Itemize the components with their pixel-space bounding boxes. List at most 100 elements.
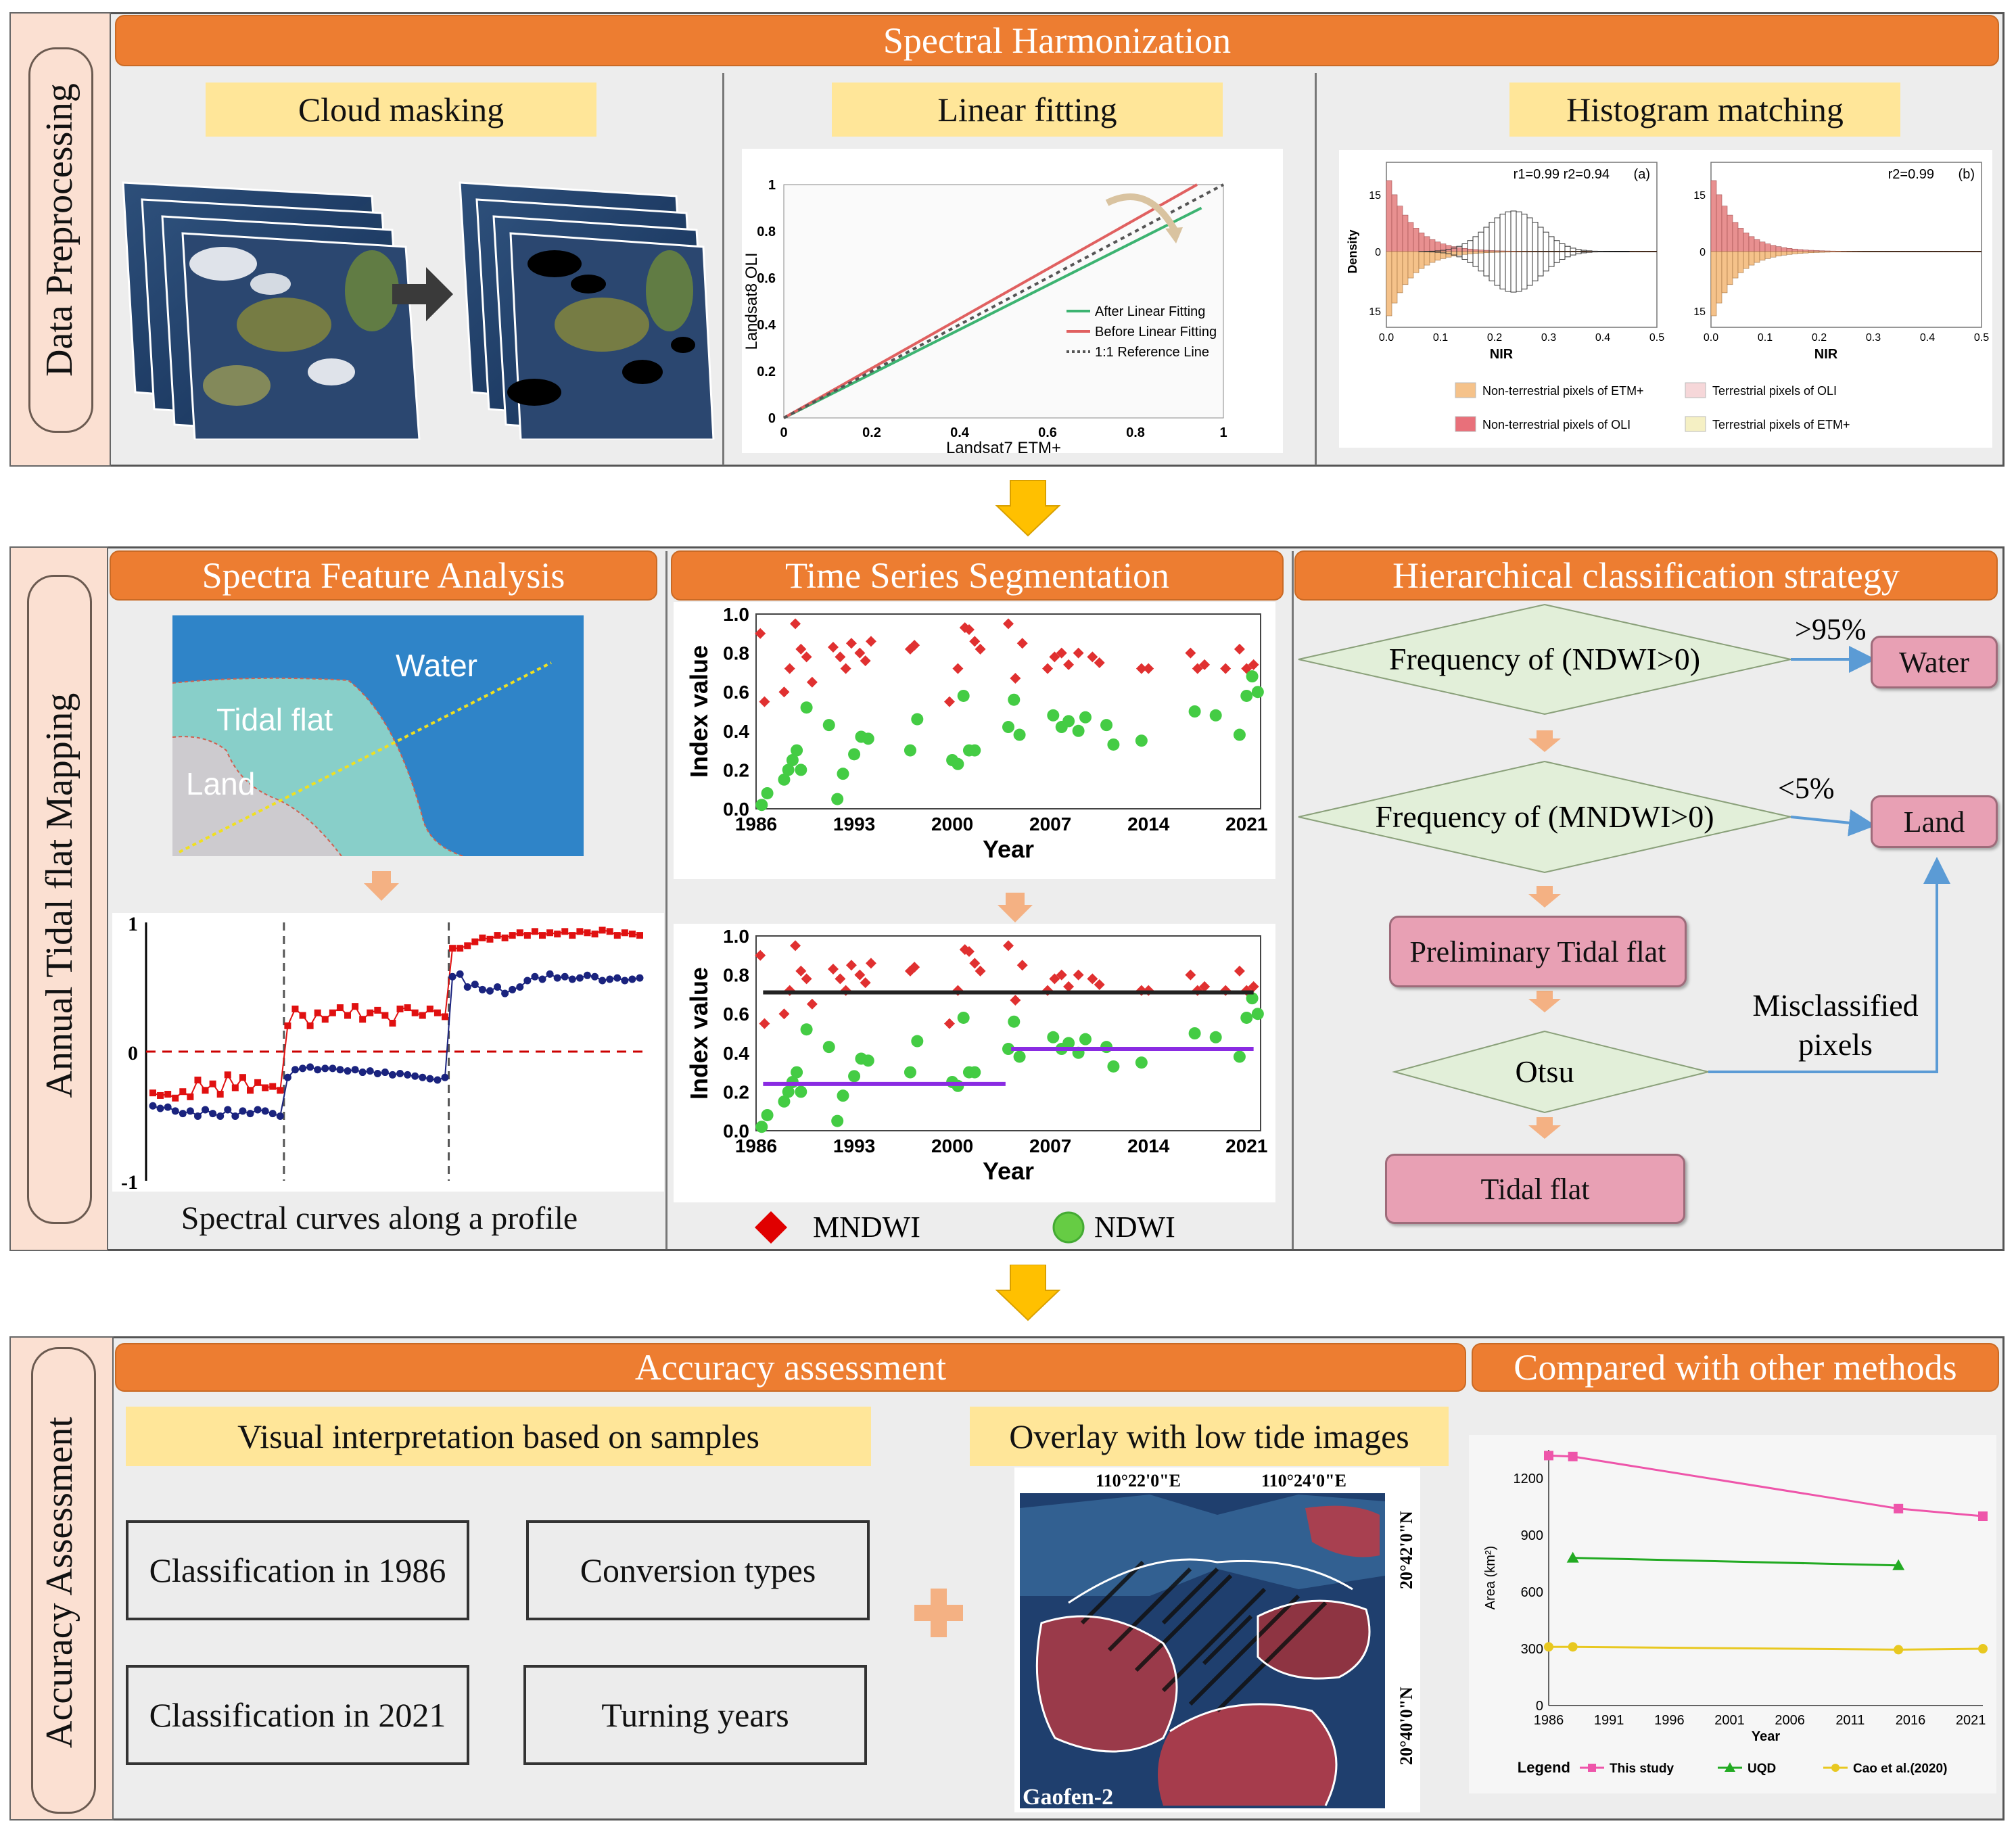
mndwi-point bbox=[943, 696, 955, 707]
hist-bar-down bbox=[1478, 251, 1484, 254]
y-tick-label: 1.0 bbox=[723, 604, 749, 625]
mndwi-point bbox=[1063, 659, 1075, 670]
data-point bbox=[486, 935, 494, 943]
y-tick-label: 300 bbox=[1521, 1642, 1543, 1657]
hist-y-label: Density bbox=[1346, 229, 1359, 273]
legend-label: After Linear Fitting bbox=[1095, 304, 1205, 319]
data-point bbox=[329, 1064, 337, 1073]
hist-bar-up bbox=[1786, 248, 1793, 252]
legend-label: This study bbox=[1610, 1762, 1674, 1776]
legend-swatch bbox=[1455, 382, 1476, 398]
time-series-header: Time Series Segmentation bbox=[671, 550, 1284, 601]
mndwi-point bbox=[778, 1008, 790, 1020]
data-point bbox=[613, 974, 622, 982]
y-tick-label: 900 bbox=[1521, 1528, 1543, 1543]
mndwi-point bbox=[1010, 995, 1021, 1006]
mndwi-point bbox=[755, 628, 766, 639]
raw-image-stack bbox=[122, 181, 421, 440]
box-classification-2021: Classification in 2021 bbox=[126, 1665, 469, 1765]
x-tick-label: 2014 bbox=[1127, 1135, 1170, 1156]
ndwi-point bbox=[957, 689, 970, 702]
hist-bar-up bbox=[1397, 206, 1403, 252]
lon-label-2: 110°24'0"E bbox=[1261, 1471, 1346, 1490]
data-point bbox=[568, 975, 576, 983]
x-tick-label: 2007 bbox=[1029, 1135, 1071, 1156]
mndwi-point bbox=[1073, 969, 1084, 981]
ndwi-point bbox=[837, 768, 849, 780]
mndwi-point bbox=[835, 651, 846, 663]
ndwi-point bbox=[795, 764, 807, 776]
misclassified-text-2: pixels bbox=[1798, 1027, 1873, 1062]
box-classification-1986: Classification in 1986 bbox=[126, 1520, 469, 1620]
data-point bbox=[411, 1009, 419, 1016]
data-point bbox=[291, 1066, 299, 1074]
tidal-flat-box: Tidal flat bbox=[1385, 1154, 1685, 1224]
ndwi-point bbox=[822, 1041, 835, 1054]
linear-fitting-chart: 0 0.2 0.4 0.6 0.8 1 0 0.2 0.4 0.6 0.8 1 Landsat7 ETM… bbox=[742, 149, 1283, 457]
data-point bbox=[531, 972, 539, 981]
data-point bbox=[299, 1012, 306, 1019]
data-point bbox=[187, 1093, 194, 1100]
data-point bbox=[561, 972, 569, 981]
ndwi-point bbox=[822, 719, 835, 732]
data-point bbox=[1568, 1642, 1578, 1652]
y-tick-label: 0.6 bbox=[723, 682, 749, 703]
legend-label: Non-terrestrial pixels of OLI bbox=[1482, 418, 1631, 431]
ndwi-point bbox=[795, 1085, 807, 1098]
data-point bbox=[591, 972, 599, 981]
ndwi-point bbox=[1107, 738, 1120, 751]
mndwi-point bbox=[759, 696, 770, 707]
ndwi-point bbox=[800, 701, 813, 714]
data-point bbox=[1566, 1551, 1579, 1563]
y-tick-label: 0 bbox=[1536, 1699, 1543, 1714]
ndwi-point bbox=[831, 1114, 844, 1127]
ndwi-point bbox=[1246, 670, 1259, 683]
lat-label-1: 20°42'0"N bbox=[1397, 1511, 1416, 1589]
data-point bbox=[291, 1005, 299, 1012]
x-axis-label: Year bbox=[983, 1157, 1034, 1185]
data-point bbox=[419, 1012, 426, 1019]
x-tick-label: 1986 bbox=[735, 814, 777, 835]
ndwi-point bbox=[1240, 1011, 1253, 1024]
data-point bbox=[546, 970, 554, 978]
ndwi-point bbox=[1002, 721, 1014, 734]
mndwi-point bbox=[759, 1018, 770, 1029]
mndwi-point bbox=[1135, 663, 1147, 674]
data-point bbox=[463, 983, 471, 991]
mndwi-point bbox=[1248, 981, 1259, 992]
hist-x-tick: 0.2 bbox=[1487, 332, 1502, 344]
data-point bbox=[509, 985, 517, 993]
data-point bbox=[599, 977, 607, 985]
hist-bar-down bbox=[1472, 251, 1479, 254]
hist-x-tick: 0.1 bbox=[1433, 332, 1448, 344]
data-point bbox=[314, 1066, 322, 1074]
data-point bbox=[501, 989, 509, 997]
data-point bbox=[583, 971, 591, 979]
mndwi-point bbox=[865, 958, 876, 969]
down-arrow-icon-small bbox=[364, 871, 399, 901]
cloud-masking-images bbox=[122, 181, 715, 440]
y-tick-label: 600 bbox=[1521, 1585, 1543, 1600]
hist-bar-down bbox=[1413, 251, 1420, 273]
data-point bbox=[523, 977, 532, 985]
ts-legend: MNDWI NDWI bbox=[755, 1211, 1175, 1244]
data-point bbox=[344, 1067, 352, 1075]
y-tick-label: 0.4 bbox=[723, 721, 749, 742]
ndwi-point bbox=[904, 1066, 916, 1079]
data-point bbox=[202, 1087, 209, 1094]
legend-label: Before Linear Fitting bbox=[1095, 325, 1217, 339]
mndwi-point bbox=[1143, 663, 1154, 674]
ndwi-point bbox=[1135, 1056, 1148, 1069]
hist-bar-up bbox=[1721, 206, 1728, 252]
data-point bbox=[554, 931, 561, 938]
hist-bar-up bbox=[1797, 249, 1804, 252]
ndwi-point bbox=[1047, 709, 1060, 722]
data-point bbox=[576, 974, 584, 982]
mndwi-point bbox=[909, 640, 920, 651]
decision-mndwi-text: Frequency of (MNDWI>0) bbox=[1375, 799, 1714, 834]
ndwi-point bbox=[1240, 689, 1253, 702]
data-point bbox=[186, 1107, 194, 1115]
legend-label: UQD bbox=[1748, 1762, 1776, 1776]
hist-x-tick: 0.1 bbox=[1758, 332, 1773, 344]
sensor-label: Gaofen-2 bbox=[1023, 1785, 1113, 1810]
